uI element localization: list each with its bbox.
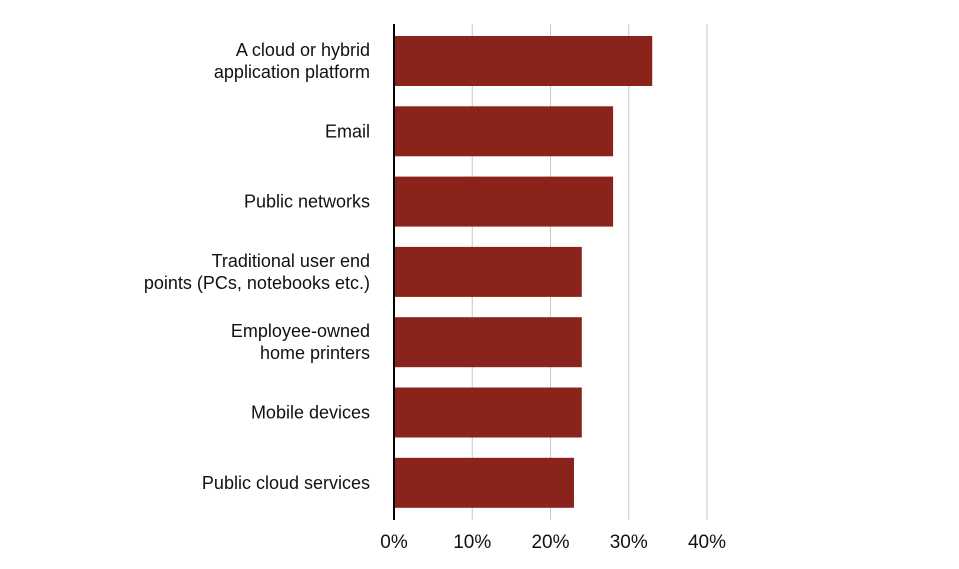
category-label: application platform	[214, 62, 370, 82]
category-label: Public networks	[244, 192, 370, 212]
category-label: Employee-owned	[231, 321, 370, 341]
bar	[394, 317, 582, 368]
bar	[394, 176, 614, 227]
x-tick-label: 30%	[610, 532, 648, 553]
x-tick-label: 40%	[688, 532, 726, 553]
category-label: points (PCs, notebooks etc.)	[144, 273, 370, 293]
category-label: Mobile devices	[251, 403, 370, 423]
x-tick-label: 0%	[380, 532, 408, 553]
bar	[394, 36, 653, 86]
category-label: Email	[325, 121, 370, 141]
bar	[394, 106, 614, 157]
category-label: Public cloud services	[202, 473, 370, 493]
category-label: home printers	[260, 343, 370, 363]
bar	[394, 457, 574, 508]
category-label: Traditional user end	[212, 251, 370, 271]
bar	[394, 246, 582, 297]
category-label: A cloud or hybrid	[236, 40, 370, 60]
x-tick-label: 10%	[453, 532, 491, 553]
x-tick-label: 20%	[531, 532, 569, 553]
bar	[394, 387, 582, 438]
